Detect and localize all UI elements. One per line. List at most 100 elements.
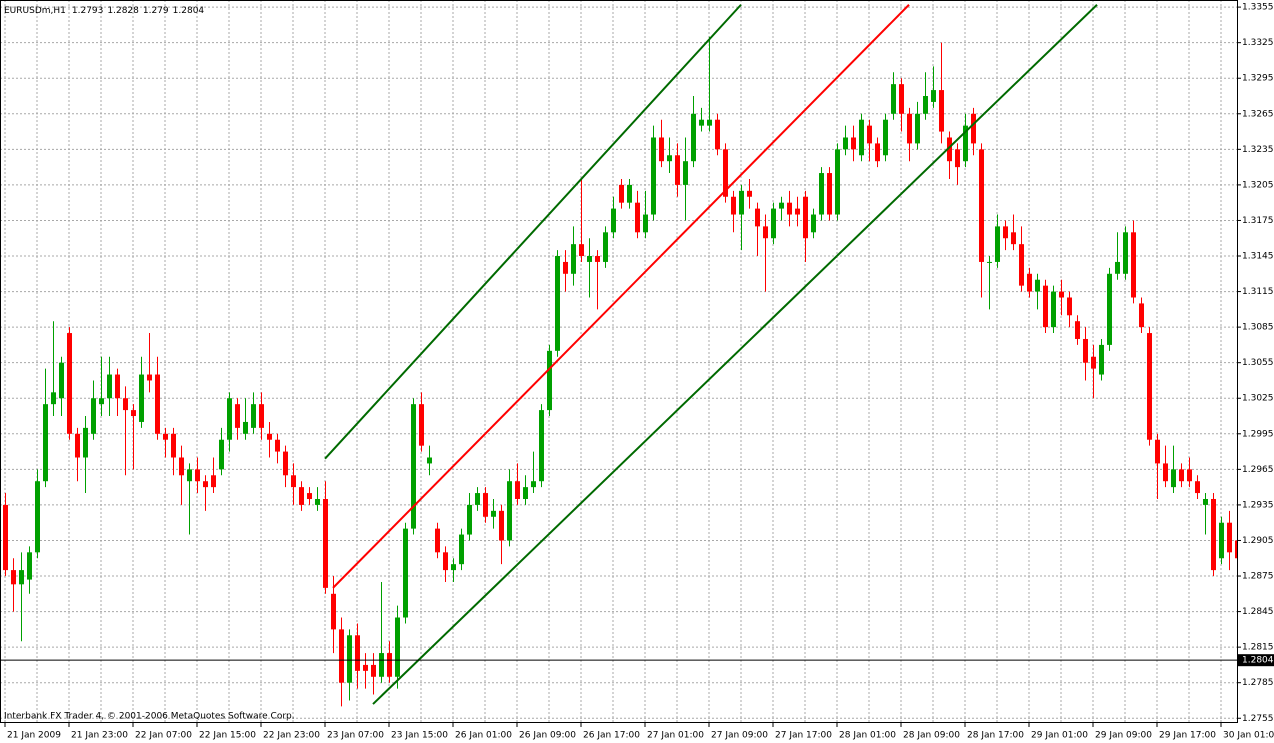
candle-body	[939, 90, 944, 132]
candle-body	[1131, 232, 1136, 298]
candle-body	[339, 629, 344, 683]
candle-body	[235, 404, 240, 428]
candle-body	[587, 256, 592, 262]
candle-body	[435, 528, 440, 553]
y-tick-label: 1.3355	[1242, 3, 1274, 13]
candle-body	[947, 137, 952, 162]
candle-body	[275, 439, 280, 452]
candle-body	[1211, 498, 1216, 571]
axes: 1.3355 1.3325 1.3295 1.3265 1.3235 1.3205 1.31…	[4, 3, 1274, 741]
candle-body	[267, 433, 272, 440]
candle-body	[1155, 439, 1160, 464]
channel-line	[372, 4, 1098, 705]
candle-body	[931, 90, 936, 102]
candle-body	[667, 155, 672, 162]
x-tick-label: 21 Jan 23:00	[71, 731, 128, 741]
y-tick-label: 1.3175	[1242, 216, 1274, 226]
candle-body	[1203, 498, 1208, 505]
candle-body	[539, 410, 544, 482]
y-tick-label: 1.3325	[1242, 38, 1274, 48]
candle-body	[123, 398, 128, 411]
candle-body	[19, 570, 24, 585]
candle-body	[827, 173, 832, 215]
candle-body	[1051, 291, 1056, 328]
candle-body	[83, 427, 88, 458]
candle-body	[779, 202, 784, 209]
candle-body	[307, 493, 312, 499]
candle-body	[523, 487, 528, 499]
candle-body	[11, 570, 16, 585]
candle-body	[603, 232, 608, 262]
candle-body	[635, 202, 640, 233]
header-close: 1.2804	[173, 6, 205, 16]
candle-body	[139, 374, 144, 422]
candle-body	[315, 498, 320, 505]
candle-body	[699, 119, 704, 126]
candle-body	[75, 433, 80, 458]
candle-body	[443, 552, 448, 571]
candle-body	[1195, 481, 1200, 494]
grid	[0, 0, 1238, 723]
candle-body	[955, 149, 960, 168]
candle-body	[211, 475, 216, 488]
candle-body	[1187, 469, 1192, 482]
candle-body	[155, 374, 160, 434]
candle-body	[707, 119, 712, 126]
y-tick-label: 1.3115	[1242, 287, 1274, 297]
x-tick-label: 21 Jan 2009	[7, 731, 61, 741]
candle-body	[987, 261, 992, 263]
candle-body	[595, 256, 600, 262]
header-high: 1.2828	[107, 6, 139, 16]
candle-body	[851, 137, 856, 150]
candle-body	[1227, 522, 1232, 553]
candle-body	[1235, 540, 1238, 559]
candle-body	[899, 84, 904, 114]
candle-body	[1035, 279, 1040, 292]
candle-body	[643, 214, 648, 233]
candle-body	[1027, 273, 1032, 292]
candle-body	[291, 475, 296, 488]
candle-body	[843, 137, 848, 150]
x-tick-label: 22 Jan 15:00	[199, 731, 256, 741]
y-tick-label: 1.2875	[1242, 572, 1274, 582]
candle-body	[35, 481, 40, 553]
candle-body	[467, 504, 472, 535]
candle-body	[43, 404, 48, 482]
candle-body	[819, 173, 824, 215]
candle-body	[1115, 261, 1120, 274]
x-tick-label: 28 Jan 09:00	[903, 731, 960, 741]
candle-body	[723, 149, 728, 197]
candle-body	[627, 184, 632, 203]
candle-body	[579, 244, 584, 257]
x-tick-label: 28 Jan 17:00	[967, 731, 1024, 741]
candle-body	[251, 404, 256, 428]
candle-body	[491, 510, 496, 517]
x-tick-label: 26 Jan 01:00	[455, 731, 512, 741]
candle-body	[27, 552, 32, 580]
candle-body	[835, 149, 840, 215]
current-price-box	[1238, 654, 1274, 667]
candle-body	[1011, 232, 1016, 245]
candle-body	[1139, 303, 1144, 328]
candle-body	[683, 161, 688, 185]
candle-body	[763, 226, 768, 239]
y-tick-label: 1.3205	[1242, 180, 1274, 190]
y-tick-label: 1.2845	[1242, 607, 1274, 617]
candle-body	[651, 137, 656, 215]
candle-body	[1219, 522, 1224, 559]
candle-body	[1043, 285, 1048, 328]
x-tick-label: 28 Jan 01:00	[839, 731, 896, 741]
candle-body	[771, 208, 776, 239]
candle-body	[547, 350, 552, 411]
candle-body	[499, 510, 504, 541]
candle-body	[3, 504, 8, 571]
candle-body	[475, 493, 480, 505]
candle-body	[179, 457, 184, 476]
x-tick-label: 30 Jan 01:00	[1223, 731, 1274, 741]
candle-body	[507, 481, 512, 541]
candle-body	[371, 664, 376, 677]
x-tick-label: 29 Jan 09:00	[1095, 731, 1152, 741]
y-tick-label: 1.3055	[1242, 358, 1274, 368]
